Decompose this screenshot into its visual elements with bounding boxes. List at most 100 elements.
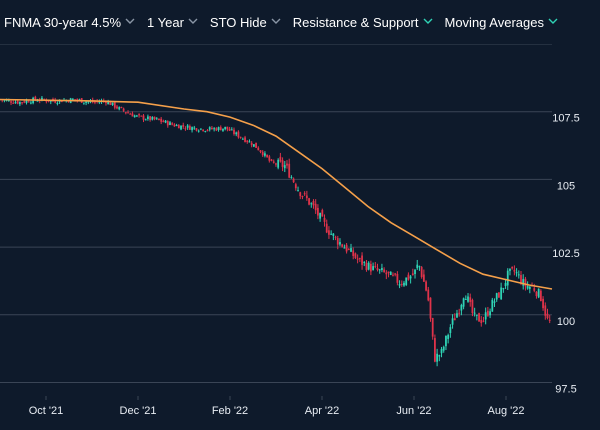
candle <box>334 235 337 241</box>
candle <box>422 269 425 282</box>
candle <box>473 307 476 317</box>
candle <box>129 112 132 115</box>
candle <box>511 266 514 270</box>
moving-averages-menu[interactable]: Moving Averages <box>445 15 559 30</box>
candle <box>378 268 381 274</box>
candle <box>427 286 430 302</box>
candle <box>407 272 410 281</box>
candle <box>147 114 149 121</box>
candle <box>394 272 397 277</box>
candle <box>188 124 191 130</box>
y-tick-label: 107.5 <box>552 113 580 125</box>
candle <box>495 292 498 302</box>
candle <box>498 291 500 298</box>
candle <box>420 266 423 279</box>
timeframe-selector[interactable]: 1 Year <box>147 15 198 30</box>
price-chart[interactable]: 97.5 100 102.5 105 107.5 Oct '21 Dec '21 Feb '… <box>0 43 600 425</box>
candle <box>451 314 454 329</box>
candle <box>272 159 275 164</box>
timeframe-selector-label: 1 Year <box>147 14 184 30</box>
chart-toolbar: FNMA 30-year 4.5% 1 Year STO Hide Resist… <box>0 0 600 44</box>
candle <box>268 154 271 163</box>
candle <box>175 123 178 127</box>
candle <box>142 114 145 123</box>
candle <box>233 127 235 136</box>
candles-layer <box>0 95 551 367</box>
candle <box>347 248 350 251</box>
candle <box>292 177 295 183</box>
candle <box>372 262 374 271</box>
candle <box>277 158 280 170</box>
candle <box>526 281 529 290</box>
candle <box>71 97 74 100</box>
resistance-support-menu[interactable]: Resistance & Support <box>293 15 433 30</box>
candle <box>18 101 21 107</box>
candle <box>288 158 291 179</box>
candle <box>352 247 355 260</box>
candle <box>416 259 419 270</box>
candle <box>548 314 551 324</box>
candle <box>319 212 322 222</box>
grid-lines <box>0 43 552 383</box>
candle <box>332 232 335 241</box>
candle <box>462 297 465 310</box>
candle <box>219 125 222 131</box>
candle <box>182 122 185 129</box>
candle <box>392 272 394 277</box>
candle <box>158 118 160 121</box>
candle <box>330 230 333 236</box>
candle <box>515 268 518 277</box>
security-selector[interactable]: FNMA 30-year 4.5% <box>4 15 135 30</box>
candle <box>414 269 416 279</box>
candle <box>303 191 306 196</box>
candle <box>542 296 544 311</box>
candle <box>215 127 218 132</box>
chevron-down-icon <box>271 18 281 24</box>
candle <box>111 102 114 106</box>
candle <box>336 235 339 250</box>
sto-toggle[interactable]: STO Hide <box>210 15 281 30</box>
candle <box>237 130 240 139</box>
candle <box>475 314 478 321</box>
candle <box>517 270 520 279</box>
candle <box>522 274 525 290</box>
candle <box>387 271 390 278</box>
candle <box>486 306 489 317</box>
candle <box>509 268 511 276</box>
candle <box>365 259 368 272</box>
sto-toggle-label: STO Hide <box>209 14 267 30</box>
candle <box>396 271 399 286</box>
candle <box>133 114 136 118</box>
price-chart-svg[interactable]: 97.5 100 102.5 105 107.5 Oct '21 Dec '21 Feb '… <box>0 43 600 425</box>
candle <box>502 287 505 293</box>
candle <box>431 317 434 340</box>
candle <box>290 175 293 179</box>
candle <box>162 119 165 123</box>
candle <box>321 208 324 217</box>
candle <box>222 128 224 132</box>
candle <box>308 197 310 206</box>
candle <box>484 307 487 325</box>
x-tick-label: Apr '22 <box>305 405 340 417</box>
candle <box>491 297 494 312</box>
candle <box>467 293 469 303</box>
chevron-down-icon <box>125 18 135 24</box>
candle <box>286 160 288 169</box>
candle <box>506 268 509 291</box>
candle <box>193 125 196 130</box>
candle <box>469 293 472 307</box>
candle <box>275 162 277 167</box>
candle <box>458 308 461 317</box>
candle <box>310 202 313 208</box>
candle <box>305 190 308 201</box>
y-tick-label: 100 <box>557 316 575 328</box>
moving-averages-label: Moving Averages <box>444 14 545 30</box>
candle <box>116 105 118 110</box>
candle <box>513 265 516 276</box>
candle <box>447 333 450 344</box>
candle <box>339 238 341 247</box>
candle <box>208 126 211 132</box>
candle <box>131 111 134 117</box>
candle <box>425 280 427 292</box>
candle <box>252 144 255 148</box>
